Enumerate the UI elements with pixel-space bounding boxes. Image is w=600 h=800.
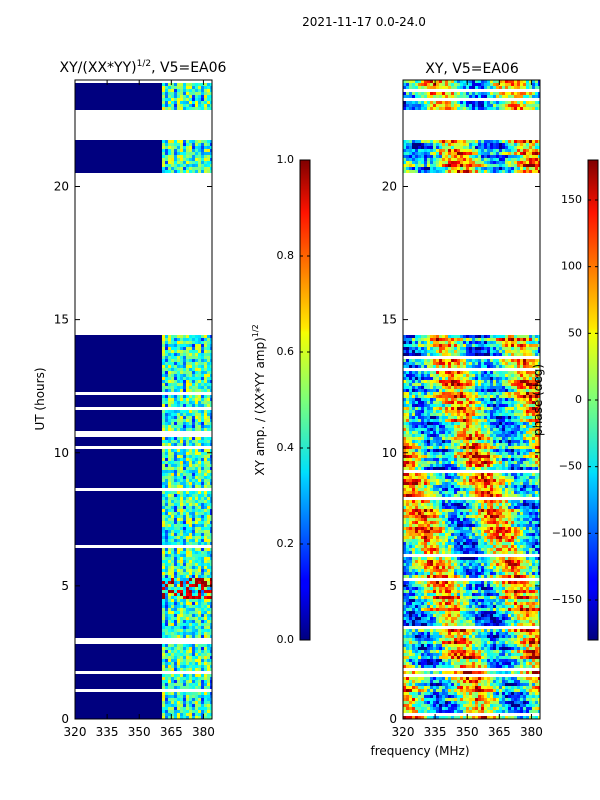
x-tick-label: 335 [424, 725, 447, 739]
colorbar-tick-label: −150 [552, 593, 582, 606]
colorbar-tick-label: 1.0 [277, 153, 295, 166]
y-tick-label: 20 [382, 180, 397, 194]
y-tick-label: 5 [61, 579, 69, 593]
figure-xlabel: frequency (MHz) [370, 744, 469, 758]
phase-panel: XY, V5=EA06 320 335 350 365 380 0 5 10 15 20 [382, 61, 543, 739]
y-tick-label: 0 [61, 712, 69, 726]
amplitude-colorbar-label: XY amp. / (XX*YY amp)1/2 [251, 324, 267, 475]
amplitude-heatmap [75, 83, 212, 719]
phase-heatmap [403, 80, 540, 719]
x-tick-label: 335 [96, 725, 119, 739]
colorbar-tick-label: 0.2 [277, 537, 295, 550]
y-tick-label: 15 [382, 313, 397, 327]
phase-colorbar-label: phase (deg) [531, 364, 545, 436]
y-tick-label: 0 [389, 712, 397, 726]
amplitude-colorbar-gradient [299, 159, 311, 641]
colorbar-tick-label: 100 [561, 260, 582, 273]
figure-suptitle: 2021-11-17 0.0-24.0 [302, 15, 426, 29]
x-tick-label: 380 [192, 725, 215, 739]
amplitude-panel-ylabel: UT (hours) [33, 367, 47, 430]
amplitude-colorbar: 0.0 0.2 0.4 0.6 0.8 1.0 XY amp. / (XX*YY amp)… [251, 153, 311, 646]
phase-colorbar: −150 −100 −50 0 50 100 150 phase (deg) [531, 159, 599, 641]
x-tick-label: 380 [520, 725, 543, 739]
phase-axis-ticks: 320 335 350 365 380 0 5 10 15 20 [382, 80, 543, 739]
colorbar-tick-label: 0.4 [277, 441, 295, 454]
amplitude-plot-frame [74, 79, 213, 720]
y-tick-label: 10 [54, 446, 69, 460]
x-tick-label: 365 [160, 725, 183, 739]
y-tick-label: 5 [389, 579, 397, 593]
phase-colorbar-ticks: −150 −100 −50 0 50 100 150 [552, 193, 598, 606]
colorbar-tick-label: −50 [559, 460, 582, 473]
y-tick-label: 20 [54, 180, 69, 194]
colorbar-tick-label: −100 [552, 526, 582, 539]
amplitude-axis-ticks: 320 335 350 365 380 0 5 10 15 20 [54, 80, 215, 739]
colorbar-tick-label: 0.0 [277, 633, 295, 646]
amplitude-panel-title: XY/(XX*YY)1/2, V5=EA06 [60, 59, 227, 76]
colorbar-tick-label: 0.6 [277, 345, 295, 358]
phase-plot-frame [402, 79, 541, 720]
x-tick-label: 320 [392, 725, 415, 739]
colorbar-tick-label: 150 [561, 193, 582, 206]
y-tick-label: 15 [54, 313, 69, 327]
amplitude-panel: XY/(XX*YY)1/2, V5=EA06 320 335 350 365 380 0 5… [33, 59, 227, 739]
x-tick-label: 320 [64, 725, 87, 739]
colorbar-tick-label: 0.8 [277, 249, 295, 262]
x-tick-label: 350 [128, 725, 151, 739]
y-tick-label: 10 [382, 446, 397, 460]
colorbar-tick-label: 0 [575, 393, 582, 406]
phase-panel-title: XY, V5=EA06 [425, 61, 519, 77]
x-tick-label: 365 [488, 725, 511, 739]
x-tick-label: 350 [456, 725, 479, 739]
amplitude-colorbar-ticks: 0.0 0.2 0.4 0.6 0.8 1.0 [277, 153, 310, 646]
colorbar-tick-label: 50 [568, 326, 582, 339]
